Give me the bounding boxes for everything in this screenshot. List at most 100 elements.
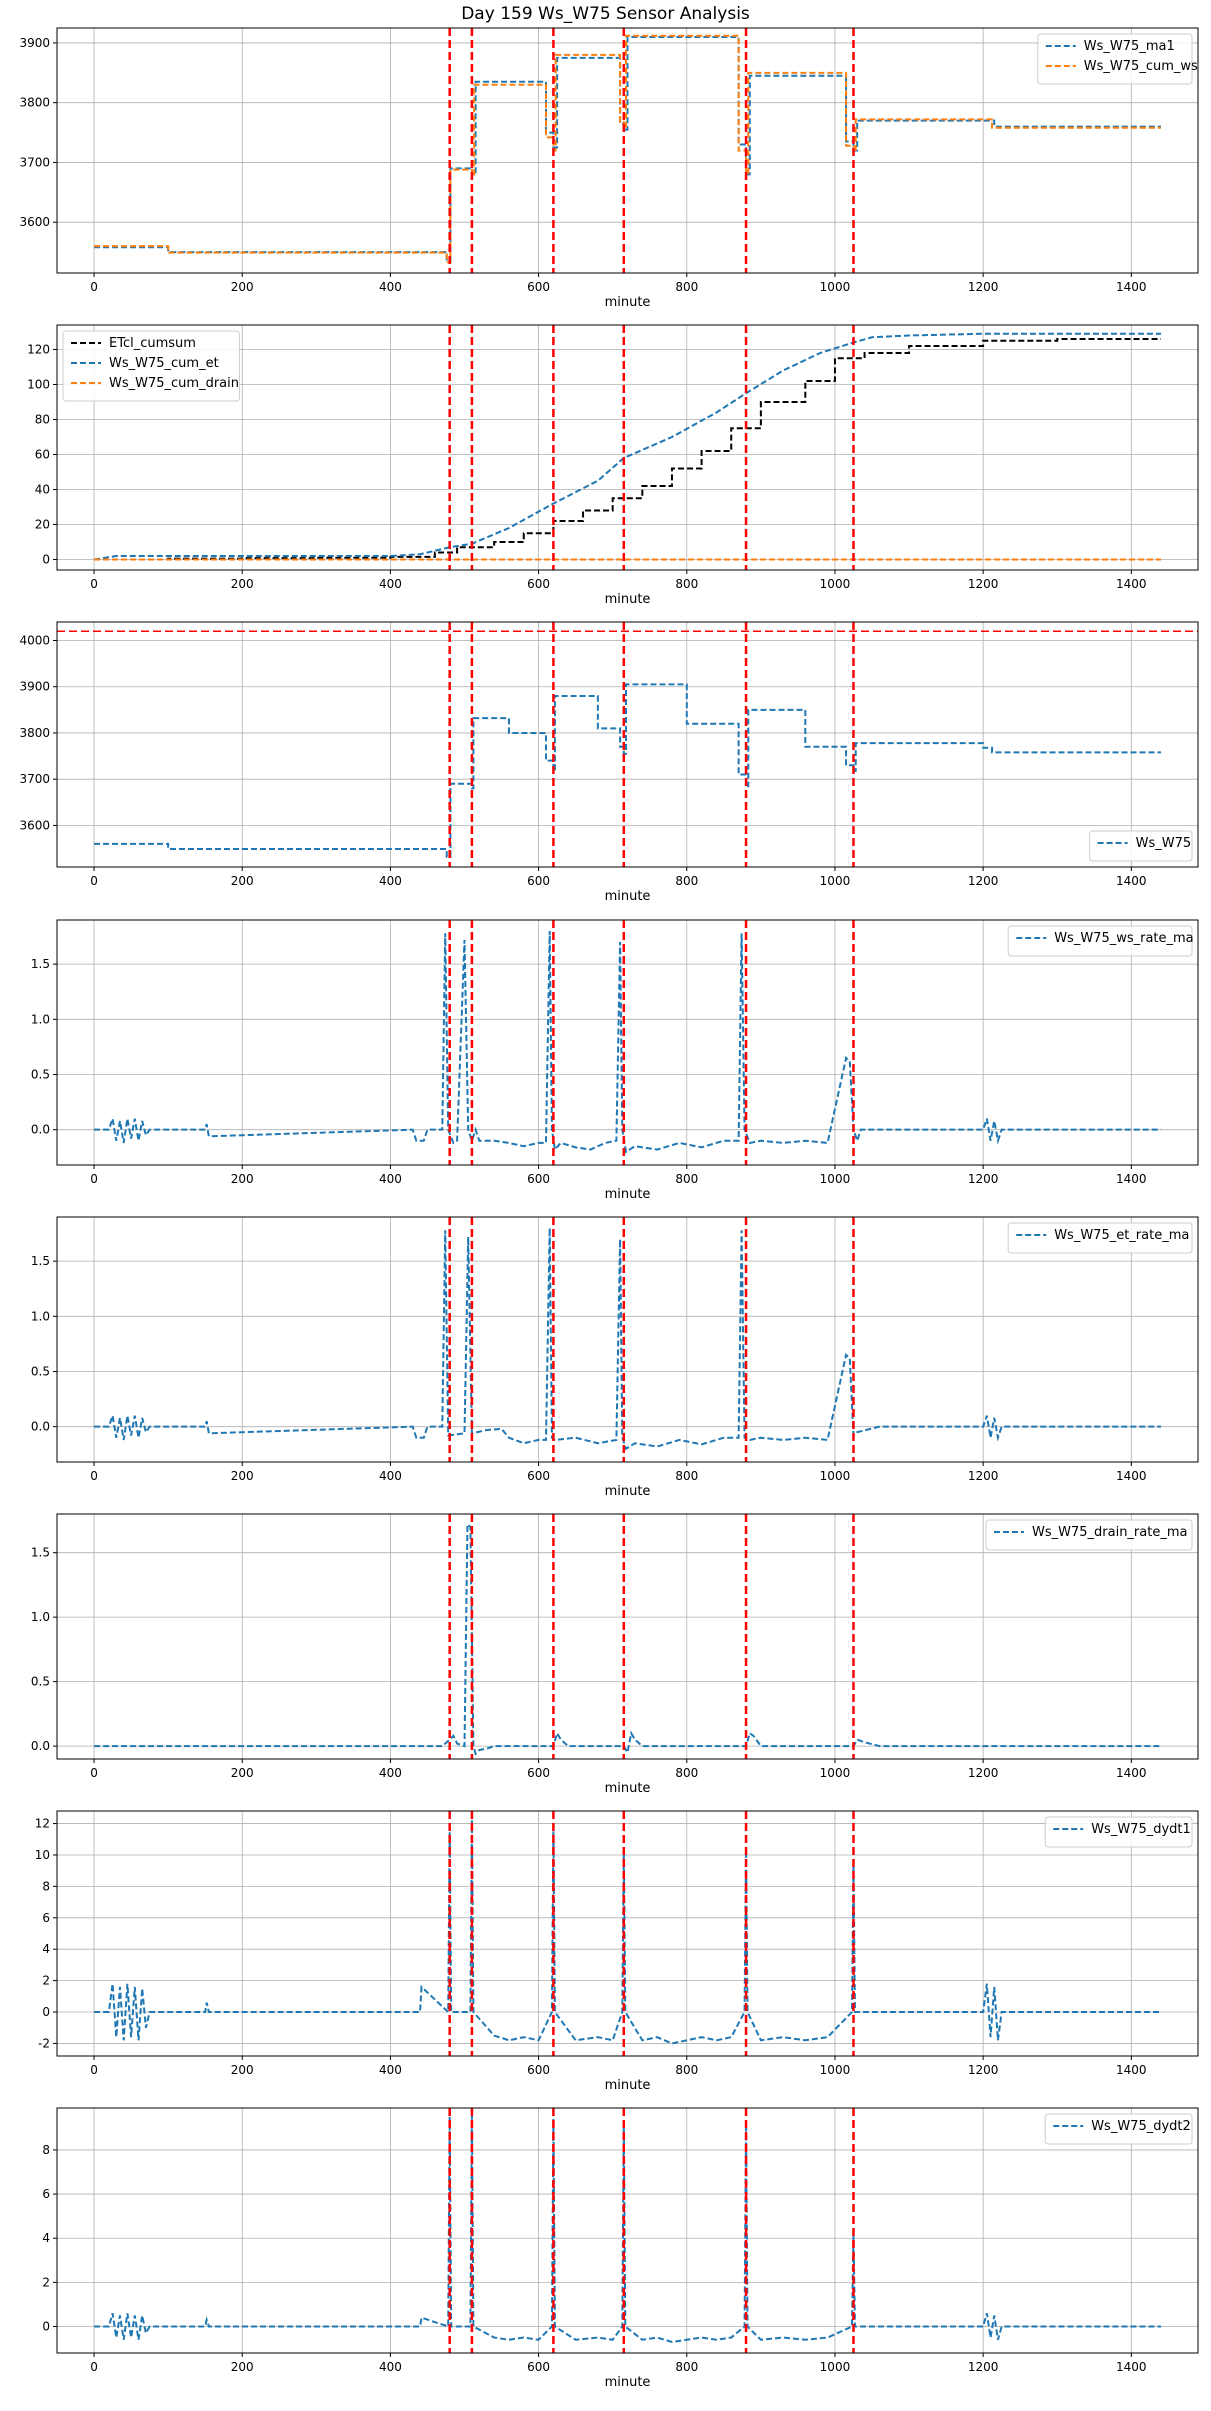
x-tick-label: 1000: [820, 2360, 851, 2374]
x-tick-label: 0: [90, 1766, 98, 1780]
legend: Ws_W75_ws_rate_ma: [1007, 925, 1194, 957]
x-tick-label: 600: [527, 577, 550, 591]
y-tick-label: 0.0: [31, 1739, 50, 1753]
x-tick-label: 800: [675, 874, 698, 888]
legend-box: [1044, 1816, 1193, 1848]
x-tick-label: 0: [90, 2063, 98, 2077]
legend-box: [1089, 830, 1193, 862]
figure-title: Day 159 Ws_W75 Sensor Analysis: [461, 4, 750, 24]
legend-label: Ws_W75_drain_rate_ma: [1032, 1525, 1187, 1540]
legend: ETcl_cumsum Ws_W75_cum_et Ws_W75_cum_drain: [62, 330, 240, 402]
x-tick-label: 400: [379, 2063, 402, 2077]
x-tick-label: 1400: [1116, 2360, 1147, 2374]
y-tick-label: 1.0: [31, 1610, 50, 1624]
y-tick-label: 3900: [19, 36, 50, 50]
x-tick-label: 600: [527, 2360, 550, 2374]
x-tick-label: 1400: [1116, 1766, 1147, 1780]
subplot-4: 0 200 400 600 800 1000 1200 1400 0.0 0.5 1.0 1.5 min…: [31, 919, 1199, 1202]
legend-box: [62, 330, 240, 402]
y-tick-label: 0: [42, 553, 50, 567]
plot-area: [93, 325, 1161, 570]
plot-area: [57, 622, 1198, 867]
plot-area: [94, 1514, 1161, 1759]
plot-area: [94, 1811, 1161, 2056]
x-axis-label: minute: [605, 1187, 651, 1202]
y-tick-label: 0.5: [31, 1068, 50, 1082]
x-tick-label: 1400: [1116, 2063, 1147, 2077]
legend-box: [1007, 925, 1193, 957]
x-tick-label: 200: [231, 1469, 254, 1483]
x-tick-label: 200: [231, 2360, 254, 2374]
y-tick-label: 0.5: [31, 1365, 50, 1379]
x-tick-label: 1400: [1116, 577, 1147, 591]
x-tick-label: 800: [675, 2360, 698, 2374]
y-tick-label: 0.0: [31, 1123, 50, 1137]
legend-label: Ws_W75_ws_rate_ma: [1054, 931, 1193, 946]
legend: Ws_W75_dydt2: [1044, 2113, 1193, 2145]
y-tick-label: -2: [38, 2036, 50, 2050]
legend: Ws_W75_et_rate_ma: [1007, 1222, 1193, 1254]
series-line-Ws_W75_et_rate_ma: [94, 1228, 1161, 1451]
series-line-Ws_W75_cum_ws: [94, 34, 1161, 264]
y-tick-label: 4: [42, 2231, 50, 2245]
series-line-Ws_W75_dydt2: [94, 2114, 1161, 2343]
legend-box: [1007, 1222, 1193, 1254]
x-tick-label: 400: [379, 1766, 402, 1780]
y-tick-label: 4000: [19, 633, 50, 647]
series-line-ETcl_cumsum: [94, 338, 1161, 561]
series-line-Ws_W75: [94, 683, 1161, 858]
x-tick-label: 1000: [820, 2063, 851, 2077]
x-axis-label: minute: [605, 1484, 651, 1499]
x-tick-label: 1400: [1116, 874, 1147, 888]
y-tick-label: 3800: [19, 96, 50, 110]
legend-box: [1044, 2113, 1193, 2145]
legend-label: Ws_W75_dydt2: [1091, 2119, 1191, 2134]
x-tick-label: 200: [231, 874, 254, 888]
y-tick-label: 0: [42, 2320, 50, 2334]
x-tick-label: 200: [231, 577, 254, 591]
x-tick-label: 1000: [820, 280, 851, 294]
plot-area: [94, 920, 1161, 1165]
axes-frame: [56, 621, 1199, 868]
x-tick-label: 1000: [820, 1766, 851, 1780]
legend-label: Ws_W75_cum_et: [109, 356, 219, 371]
x-tick-label: 1400: [1116, 1172, 1147, 1186]
y-tick-label: 4: [42, 1942, 50, 1956]
x-tick-label: 1000: [820, 577, 851, 591]
y-tick-label: 80: [35, 413, 50, 427]
y-tick-label: 2: [42, 2275, 50, 2289]
legend: Ws_W75_ma1 Ws_W75_cum_ws: [1037, 33, 1198, 85]
x-axis-label: minute: [605, 295, 651, 310]
x-tick-label: 1200: [968, 874, 999, 888]
x-tick-label: 1000: [820, 1172, 851, 1186]
axes-frame: [56, 1810, 1199, 2057]
axes-frame: [56, 27, 1199, 274]
x-tick-label: 600: [527, 1766, 550, 1780]
axes-frame: [56, 1216, 1199, 1463]
legend: Ws_W75: [1089, 830, 1193, 862]
subplot-3: 0 200 400 600 800 1000 1200 1400 3600 3700 3800 390…: [19, 621, 1199, 904]
y-tick-label: 1.5: [31, 1254, 50, 1268]
y-tick-label: 8: [42, 1879, 50, 1893]
x-tick-label: 400: [379, 874, 402, 888]
y-tick-label: 60: [35, 448, 50, 462]
x-tick-label: 1200: [968, 1766, 999, 1780]
plot-area: [94, 2108, 1161, 2353]
y-tick-label: 3600: [19, 215, 50, 229]
x-tick-label: 800: [675, 2063, 698, 2077]
x-tick-label: 600: [527, 1469, 550, 1483]
x-tick-label: 1400: [1116, 280, 1147, 294]
y-tick-label: 3900: [19, 680, 50, 694]
legend-box: [985, 1519, 1193, 1551]
x-tick-label: 600: [527, 1172, 550, 1186]
y-tick-label: 3700: [19, 772, 50, 786]
x-tick-label: 400: [379, 1172, 402, 1186]
subplot-5: 0 200 400 600 800 1000 1200 1400 0.0 0.5 1.0 1.5 min…: [31, 1216, 1199, 1499]
legend-label: Ws_W75_ma1: [1084, 39, 1175, 54]
legend-label: Ws_W75_cum_drain: [109, 376, 239, 391]
x-tick-label: 0: [90, 1172, 98, 1186]
x-tick-label: 400: [379, 1469, 402, 1483]
x-tick-label: 800: [675, 577, 698, 591]
x-tick-label: 0: [90, 280, 98, 294]
